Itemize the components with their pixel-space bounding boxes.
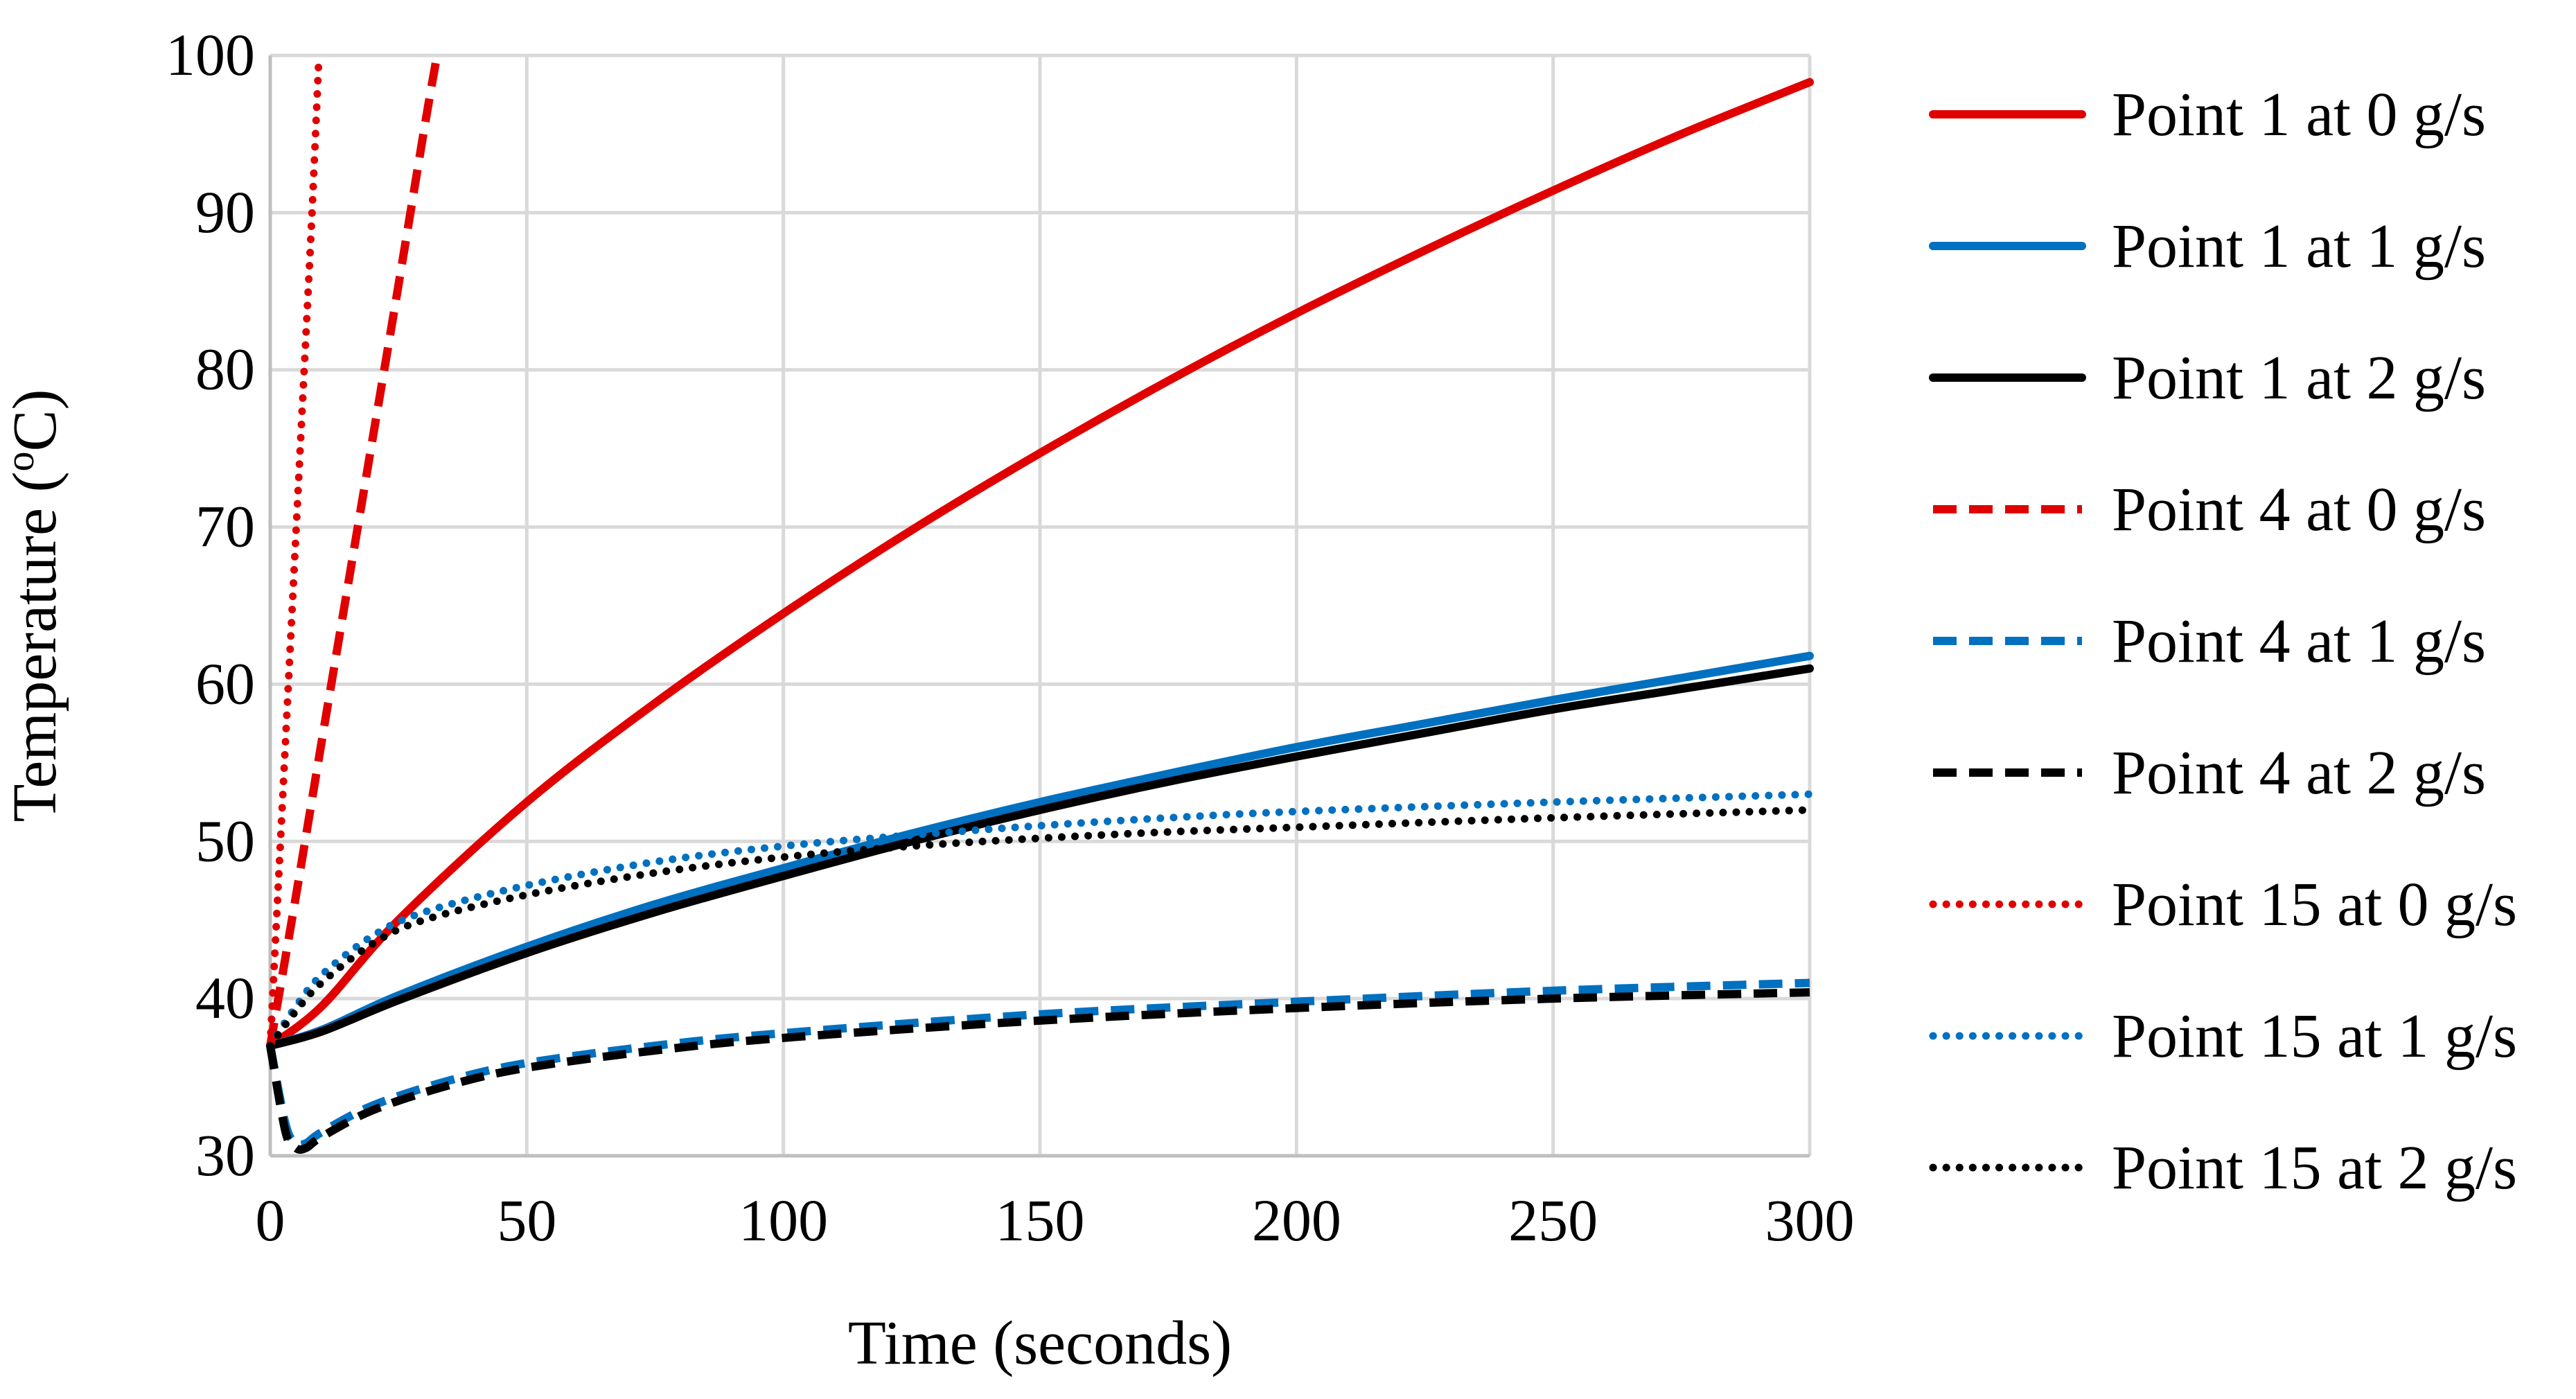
legend-label-point-15-at-0-g-s: Point 15 at 0 g/s: [2112, 870, 2517, 939]
x-axis-title: Time (seconds): [848, 1309, 1232, 1378]
x-tick-label: 150: [996, 1187, 1085, 1253]
x-tick-label: 250: [1508, 1187, 1598, 1253]
legend-label-point-1-at-0-g-s: Point 1 at 0 g/s: [2112, 80, 2486, 149]
x-tick-label: 100: [739, 1187, 828, 1253]
series-line-point-4-at-2-g-s: [266, 988, 1810, 1154]
x-tick-label: 0: [256, 1187, 285, 1253]
y-tick-label: 70: [195, 493, 255, 560]
y-tick-label: 40: [195, 965, 255, 1031]
axes: [268, 55, 1810, 1158]
tick-labels: 30 40 50 60 70 80 90 100 0 50 100 150 200 250 300: [166, 21, 1855, 1253]
series-line-point-1-at-1-g-s: [266, 651, 1814, 1050]
legend-label-point-4-at-0-g-s: Point 4 at 0 g/s: [2112, 475, 2486, 544]
y-tick-label: 30: [195, 1122, 255, 1188]
legend-label-point-1-at-1-g-s: Point 1 at 1 g/s: [2112, 212, 2486, 281]
data-series: [266, 51, 1814, 1154]
series-line-point-1-at-2-g-s: [266, 664, 1814, 1050]
legend: Point 1 at 0 g/s Point 1 at 1 g/s Point 1 …: [1929, 80, 2517, 1202]
series-line-point-15-at-2-g-s: [266, 806, 1814, 1050]
y-tick-label: 90: [195, 179, 255, 245]
series-line-point-1-at-0-g-s: [266, 78, 1814, 1050]
y-axis-title: Temperature (oC): [0, 389, 69, 822]
series-line-point-15-at-0-g-s: [266, 51, 323, 1050]
legend-label-point-4-at-1-g-s: Point 4 at 1 g/s: [2112, 607, 2486, 676]
y-tick-label: 60: [195, 650, 255, 716]
legend-label-point-1-at-2-g-s: Point 1 at 2 g/s: [2112, 344, 2486, 412]
y-tick-label: 50: [195, 807, 255, 874]
y-tick-label: 100: [166, 21, 255, 88]
legend-label-point-15-at-1-g-s: Point 15 at 1 g/s: [2112, 1002, 2517, 1071]
legend-label-point-15-at-2-g-s: Point 15 at 2 g/s: [2112, 1134, 2517, 1202]
series-line-point-15-at-1-g-s: [266, 790, 1814, 1050]
legend-label-point-4-at-2-g-s: Point 4 at 2 g/s: [2112, 739, 2486, 807]
y-tick-label: 80: [195, 336, 255, 403]
x-tick-label: 300: [1765, 1187, 1855, 1253]
gridlines: [270, 53, 1812, 1156]
x-tick-label: 200: [1252, 1187, 1341, 1253]
x-tick-label: 50: [497, 1187, 556, 1253]
series-line-point-4-at-0-g-s: [266, 54, 441, 1047]
